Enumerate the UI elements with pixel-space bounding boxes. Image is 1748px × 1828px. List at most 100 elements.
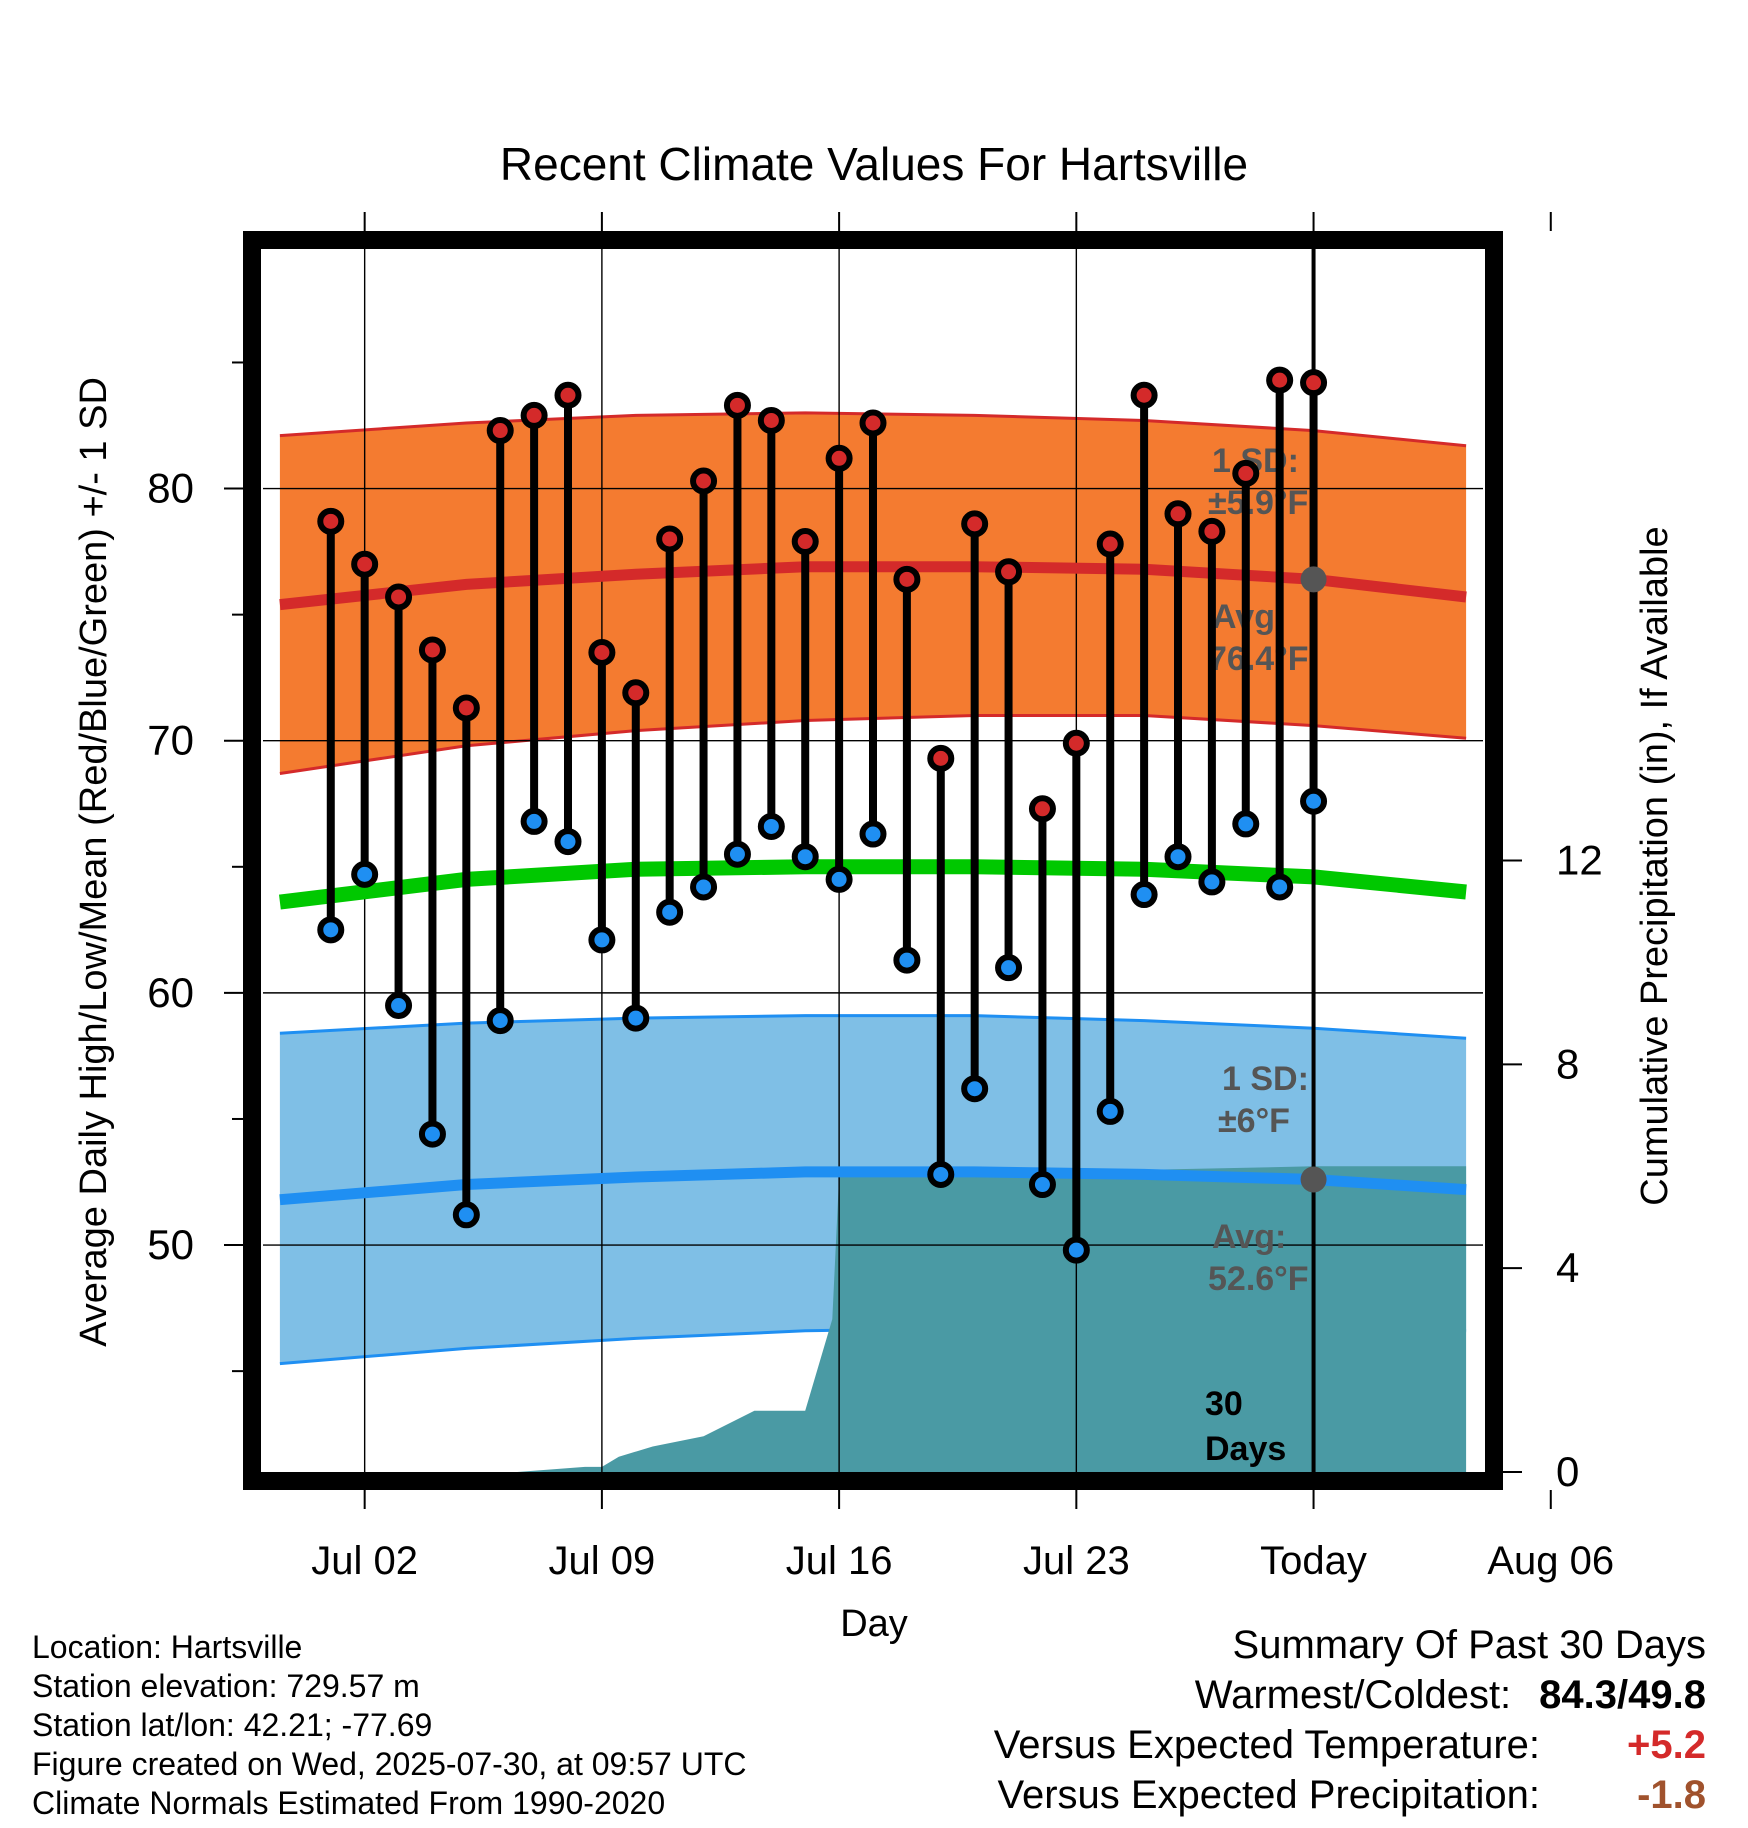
daily-low-point xyxy=(757,812,785,840)
y2-tick-label: 0 xyxy=(1556,1448,1579,1495)
today-low-normal-marker xyxy=(1300,1166,1327,1193)
days-count-label: 30 xyxy=(1205,1385,1243,1423)
station-info: Location: Hartsville Station elevation: … xyxy=(32,1628,746,1823)
daily-low-point xyxy=(588,926,616,954)
daily-low-point xyxy=(961,1075,989,1103)
daily-high-point xyxy=(1096,530,1124,558)
daily-high-point xyxy=(418,636,446,664)
daily-low-point xyxy=(385,991,413,1019)
low-sd-value: ±6°F xyxy=(1218,1102,1290,1140)
high-avg-value: 76.4°F xyxy=(1208,640,1309,678)
daily-low-point xyxy=(520,807,548,835)
y2-tick-label: 4 xyxy=(1556,1244,1579,1291)
x-tick-label: Jul 23 xyxy=(1023,1539,1130,1583)
days-word-label: Days xyxy=(1205,1430,1286,1468)
daily-low-point xyxy=(1164,843,1192,871)
daily-low-point xyxy=(622,1004,650,1032)
summary-precip-row: Versus Expected Precipitation: -1.8 xyxy=(994,1770,1706,1820)
elevation-text: Station elevation: 729.57 m xyxy=(32,1668,420,1704)
daily-high-point xyxy=(927,744,955,772)
normals-text: Climate Normals Estimated From 1990-2020 xyxy=(32,1785,666,1821)
low-avg-value: 52.6°F xyxy=(1208,1260,1309,1298)
daily-low-point xyxy=(1130,881,1158,909)
precip-label: Versus Expected Precipitation: xyxy=(997,1773,1540,1817)
x-tick-label: Aug 06 xyxy=(1487,1539,1614,1583)
daily-low-point xyxy=(825,865,853,893)
daily-high-point xyxy=(1300,369,1328,397)
x-tick-label: Jul 09 xyxy=(549,1539,656,1583)
daily-high-point xyxy=(588,638,616,666)
daily-low-point xyxy=(486,1007,514,1035)
y2-tick-label: 12 xyxy=(1556,837,1603,884)
x-tick-label: Jul 16 xyxy=(786,1539,893,1583)
daily-low-point xyxy=(1028,1171,1056,1199)
y-tick-label: 50 xyxy=(147,1221,194,1268)
daily-low-point xyxy=(554,828,582,856)
plot-frame xyxy=(243,231,1503,1490)
normal-low-line xyxy=(279,1166,1467,1206)
high-sd-value: ±5.9°F xyxy=(1208,484,1308,522)
x-axis-label: Day xyxy=(840,1603,908,1645)
created-text: Figure created on Wed, 2025-07-30, at 09… xyxy=(32,1746,747,1782)
x-tick-label: Jul 02 xyxy=(311,1539,418,1583)
daily-low-point xyxy=(690,873,718,901)
daily-low-point xyxy=(1096,1097,1124,1125)
daily-low-point xyxy=(418,1120,446,1148)
y2-tick-label: 8 xyxy=(1556,1040,1579,1087)
daily-high-point xyxy=(825,444,853,472)
precip-value: -1.8 xyxy=(1637,1773,1706,1817)
location-text: Location: Hartsville xyxy=(32,1629,303,1665)
daily-high-point xyxy=(859,409,887,437)
daily-low-point xyxy=(656,898,684,926)
daily-high-point xyxy=(791,528,819,556)
summary-temp-row: Versus Expected Temperature: +5.2 xyxy=(994,1720,1706,1770)
daily-low-point xyxy=(927,1160,955,1188)
daily-high-point xyxy=(1130,381,1158,409)
low-sd-label: 1 SD: xyxy=(1222,1060,1309,1098)
daily-high-point xyxy=(1164,500,1192,528)
daily-high-point xyxy=(1198,517,1226,545)
y-tick-label: 80 xyxy=(147,465,194,512)
daily-low-point xyxy=(1232,810,1260,838)
daily-high-point xyxy=(520,401,548,429)
warm-cold-value: 84.3/49.8 xyxy=(1539,1673,1706,1717)
daily-high-point xyxy=(1028,795,1056,823)
daily-high-point xyxy=(317,507,345,535)
daily-high-point xyxy=(656,525,684,553)
daily-high-point xyxy=(452,694,480,722)
daily-high-point xyxy=(486,417,514,445)
warm-cold-label: Warmest/Coldest: xyxy=(1194,1673,1512,1717)
daily-low-point xyxy=(1198,868,1226,896)
daily-high-point xyxy=(385,583,413,611)
summary-title: Summary Of Past 30 Days xyxy=(1232,1623,1706,1667)
daily-high-point xyxy=(1232,459,1260,487)
y-tick-label: 60 xyxy=(147,969,194,1016)
daily-low-point xyxy=(723,840,751,868)
daily-high-point xyxy=(351,550,379,578)
daily-low-point xyxy=(1266,873,1294,901)
daily-high-point xyxy=(1062,729,1090,757)
summary-warm-cold-row: Warmest/Coldest: 84.3/49.8 xyxy=(994,1670,1706,1720)
y2-axis-label: Cumulative Precipitation (in), If Availa… xyxy=(1634,526,1676,1205)
precipitation-area xyxy=(279,1166,1467,1472)
daily-low-point xyxy=(893,946,921,974)
daily-low-point xyxy=(351,860,379,888)
high-sd-band-lower-edge xyxy=(279,714,1467,775)
x-tick-label: Today xyxy=(1260,1539,1367,1583)
normal-high-line xyxy=(279,561,1467,611)
daily-low-point xyxy=(1062,1236,1090,1264)
daily-high-point xyxy=(995,558,1023,586)
daily-high-point xyxy=(757,406,785,434)
daily-low-point xyxy=(452,1201,480,1229)
daily-high-point xyxy=(554,381,582,409)
temp-label: Versus Expected Temperature: xyxy=(993,1723,1540,1767)
daily-high-point xyxy=(723,391,751,419)
daily-low-point xyxy=(995,954,1023,982)
daily-high-point xyxy=(961,510,989,538)
low-avg-label: Avg: xyxy=(1212,1218,1286,1256)
daily-low-point xyxy=(859,820,887,848)
y-axis-label: Average Daily High/Low/Mean (Red/Blue/Gr… xyxy=(73,377,115,1347)
daily-high-point xyxy=(622,679,650,707)
